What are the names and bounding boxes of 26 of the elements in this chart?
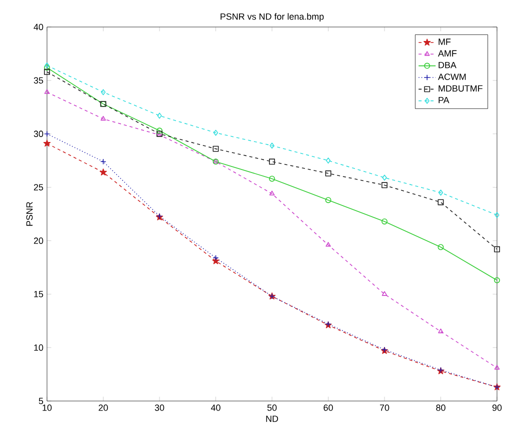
legend-label: PA: [438, 96, 450, 104]
y-tick-label: 40: [34, 24, 44, 30]
x-tick-label: 20: [98, 404, 108, 411]
x-axis-title: ND: [266, 416, 278, 422]
x-tick-label: 40: [210, 404, 220, 411]
x-tick-label: 80: [436, 404, 446, 411]
x-tick-label: 60: [324, 404, 333, 411]
x-tick-label: 50: [267, 404, 277, 411]
legend-label: MF: [438, 38, 451, 45]
y-axis-title: PSNR: [26, 202, 33, 226]
legend-label: AMF: [438, 50, 457, 56]
legend-label: ACWM: [438, 74, 466, 80]
legend-label: MDBUTMF: [438, 85, 482, 92]
y-tick-label: 10: [34, 344, 44, 351]
chart-title: PSNR vs ND for lena.bmp: [220, 13, 324, 22]
x-tick-label: 90: [492, 404, 502, 411]
y-tick-label: 20: [34, 238, 44, 244]
y-tick-label: 25: [34, 184, 44, 190]
x-tick-label: 30: [154, 404, 164, 411]
y-tick-label: 5: [38, 398, 44, 404]
y-tick-label: 15: [34, 291, 44, 298]
y-tick-label: 30: [34, 130, 44, 138]
y-tick-label: 35: [34, 77, 44, 84]
legend-label: DBA: [438, 62, 456, 68]
x-tick-label: 70: [380, 404, 390, 411]
x-tick-label: 10: [42, 404, 52, 411]
